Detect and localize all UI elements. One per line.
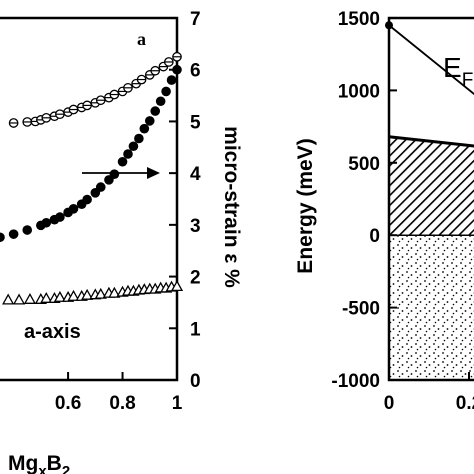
dotted-region (389, 235, 474, 380)
data-point-open-circle (68, 104, 79, 115)
data-point-filled-circle (150, 106, 161, 116)
hatched-region (389, 136, 474, 236)
data-point-triangle (94, 287, 107, 299)
y-tick-label: 1000 (338, 81, 380, 102)
data-point-filled-circle (82, 194, 92, 205)
data-point-filled-circle (134, 133, 144, 144)
data-point-filled-circle (8, 229, 19, 239)
y2-axis-title: micro-strain ε % (220, 126, 243, 288)
y-axis-title: Energy (meV) (294, 138, 317, 273)
data-point-open-circle (8, 118, 19, 128)
annotation-a-axis: a-axis (24, 321, 81, 343)
data-point-filled-circle (139, 123, 150, 134)
y2-tick-label: 3 (190, 216, 201, 237)
x-axis-title-pre: Mg (8, 452, 38, 474)
x-tick-label: 0.6 (55, 393, 81, 414)
data-point-triangle (81, 288, 94, 300)
data-point-filled-circle (128, 141, 139, 152)
y2-tick-label: 7 (190, 9, 201, 30)
data-point-filled-circle (22, 225, 33, 235)
right-y-axis: 1500 1000 500 0 -500 -1000 (331, 9, 397, 392)
band-edge-line (388, 135, 474, 148)
left-series (0, 51, 184, 305)
fermi-label: EF (443, 52, 473, 91)
x-axis-title-mid: B (47, 452, 62, 474)
y-tick-label: -500 (342, 299, 380, 320)
y2-tick-label: 4 (190, 164, 201, 185)
data-point-triangle (40, 291, 53, 303)
x-tick-label: 0.8 (109, 393, 135, 414)
data-point-filled-circle (41, 217, 52, 228)
data-point-open-circle (150, 65, 161, 76)
data-point-open-circle (82, 100, 92, 111)
y-tick-label: 0 (369, 226, 380, 247)
data-point-open-circle (123, 82, 133, 93)
x-tick-label: 0.2 (456, 393, 474, 414)
y2-tick-label: 1 (190, 319, 201, 340)
x-tick-label: 0 (384, 393, 395, 414)
y-tick-label: 1500 (338, 9, 380, 30)
x-axis-title-sub1: x (38, 463, 47, 474)
data-point-open-circle (55, 109, 65, 120)
data-point-filled-circle (117, 156, 128, 167)
data-point-triangle (170, 280, 184, 292)
data-point-triangle (12, 293, 26, 305)
right-x-axis: 00.2 (384, 372, 474, 414)
data-point-triangle (53, 290, 67, 302)
data-point-filled-circle (123, 149, 133, 159)
y2-tick-label: 2 (190, 268, 201, 289)
left-panel-frame (0, 16, 179, 382)
data-point-triangle (23, 292, 37, 304)
data-point-filled-circle (155, 96, 166, 107)
data-point-triangle (2, 293, 15, 305)
y-tick-label: 500 (348, 154, 380, 175)
data-point-filled-circle (68, 204, 79, 214)
y2-tick-label: 5 (190, 112, 201, 133)
data-point-triangle (67, 289, 80, 301)
x-axis-title-sub2: 2 (62, 463, 70, 474)
y2-tick-label: 0 (190, 371, 201, 392)
data-point-open-circle (172, 51, 182, 62)
data-point-filled-circle (166, 75, 177, 85)
fermi-label-sub: F (462, 70, 474, 91)
y-tick-label: -1000 (331, 371, 380, 392)
data-point-filled-circle (95, 182, 106, 192)
fermi-level-line (388, 24, 474, 96)
x-tick-label: 1 (172, 393, 183, 414)
data-point-open-circle (136, 74, 147, 85)
data-point-filled-circle (0, 232, 5, 243)
data-point-open-circle (41, 112, 52, 123)
panel-letter: a (137, 29, 146, 49)
x-axis-title: MgxB2 (8, 452, 70, 474)
data-point-filled-circle (144, 116, 155, 126)
data-point-open-circle (109, 89, 120, 100)
data-point-filled-circle (172, 64, 182, 75)
data-point-open-circle (22, 117, 33, 127)
data-point-triangle (108, 286, 121, 298)
data-point-open-circle (163, 57, 174, 67)
data-point-open-circle (95, 95, 106, 106)
fermi-label-main: E (443, 52, 462, 83)
data-point-filled-circle (161, 86, 171, 97)
left-y2-axis: 0 1 2 3 4 5 6 7 (169, 9, 201, 392)
right-panel-frame (387, 16, 474, 382)
left-x-axis: 0.6 0.8 1 (55, 372, 183, 414)
data-point-filled-circle (109, 169, 120, 179)
data-point-filled-circle (55, 212, 65, 222)
y2-tick-label: 6 (190, 61, 201, 82)
arrow-right-icon (82, 167, 160, 179)
